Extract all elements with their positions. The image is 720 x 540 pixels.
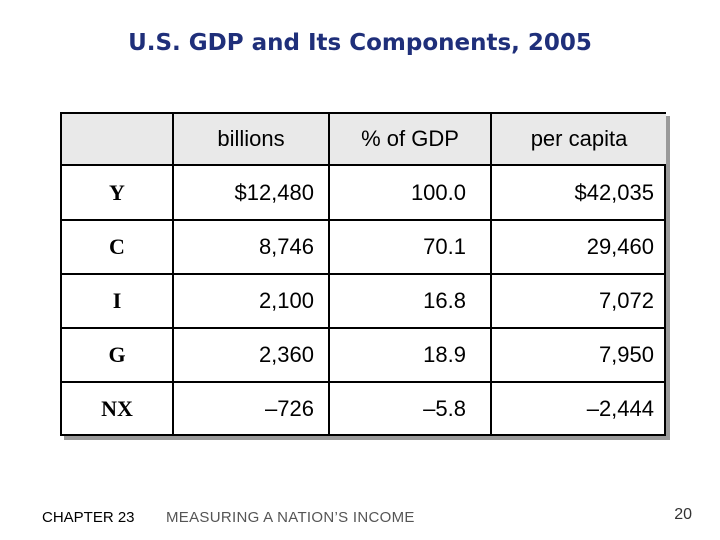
cell-c-pct: 70.1 (330, 221, 492, 275)
cell-y-pct: 100.0 (330, 166, 492, 221)
cell-nx-pct: –5.8 (330, 383, 492, 434)
cell-i-pct: 16.8 (330, 275, 492, 329)
cell-i-per-capita: 7,072 (492, 275, 666, 329)
cell-c-billions: 8,746 (174, 221, 330, 275)
header-empty-cell (62, 114, 174, 166)
cell-nx-billions: –726 (174, 383, 330, 434)
cell-c-per-capita: 29,460 (492, 221, 666, 275)
header-per-capita: per capita (492, 114, 666, 166)
row-label-i: I (62, 275, 174, 329)
footer-chapter: CHAPTER 23 (42, 509, 135, 526)
row-label-y: Y (62, 166, 174, 221)
header-pct-gdp: % of GDP (330, 114, 492, 166)
footer-chapter-title: MEASURING A NATION’S INCOME (166, 509, 415, 526)
slide-title: U.S. GDP and Its Components, 2005 (128, 30, 592, 56)
header-billions: billions (174, 114, 330, 166)
row-label-g: G (62, 329, 174, 383)
gdp-components-table: billions % of GDP per capita Y $12,480 1… (60, 112, 666, 436)
row-label-nx: NX (62, 383, 174, 434)
cell-g-per-capita: 7,950 (492, 329, 666, 383)
cell-nx-per-capita: –2,444 (586, 395, 654, 421)
cell-y-billions: $12,480 (174, 166, 330, 221)
cell-g-billions: 2,360 (174, 329, 330, 383)
page-number: 20 (674, 506, 692, 523)
cell-y-per-capita: $42,035 (492, 166, 666, 221)
row-label-c: C (62, 221, 174, 275)
cell-g-pct: 18.9 (330, 329, 492, 383)
cell-i-billions: 2,100 (174, 275, 330, 329)
